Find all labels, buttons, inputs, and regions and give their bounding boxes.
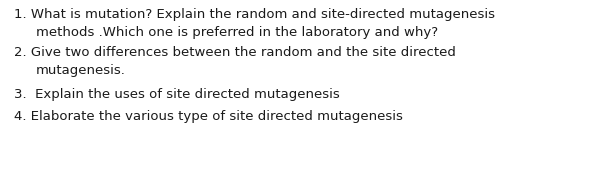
Text: 3.  Explain the uses of site directed mutagenesis: 3. Explain the uses of site directed mut… [14,88,340,101]
Text: methods .Which one is preferred in the laboratory and why?: methods .Which one is preferred in the l… [36,26,438,39]
Text: 2. Give two differences between the random and the site directed: 2. Give two differences between the rand… [14,46,456,59]
Text: 1. What is mutation? Explain the random and site-directed mutagenesis: 1. What is mutation? Explain the random … [14,8,495,21]
Text: mutagenesis.: mutagenesis. [36,64,126,77]
Text: 4. Elaborate the various type of site directed mutagenesis: 4. Elaborate the various type of site di… [14,110,403,123]
